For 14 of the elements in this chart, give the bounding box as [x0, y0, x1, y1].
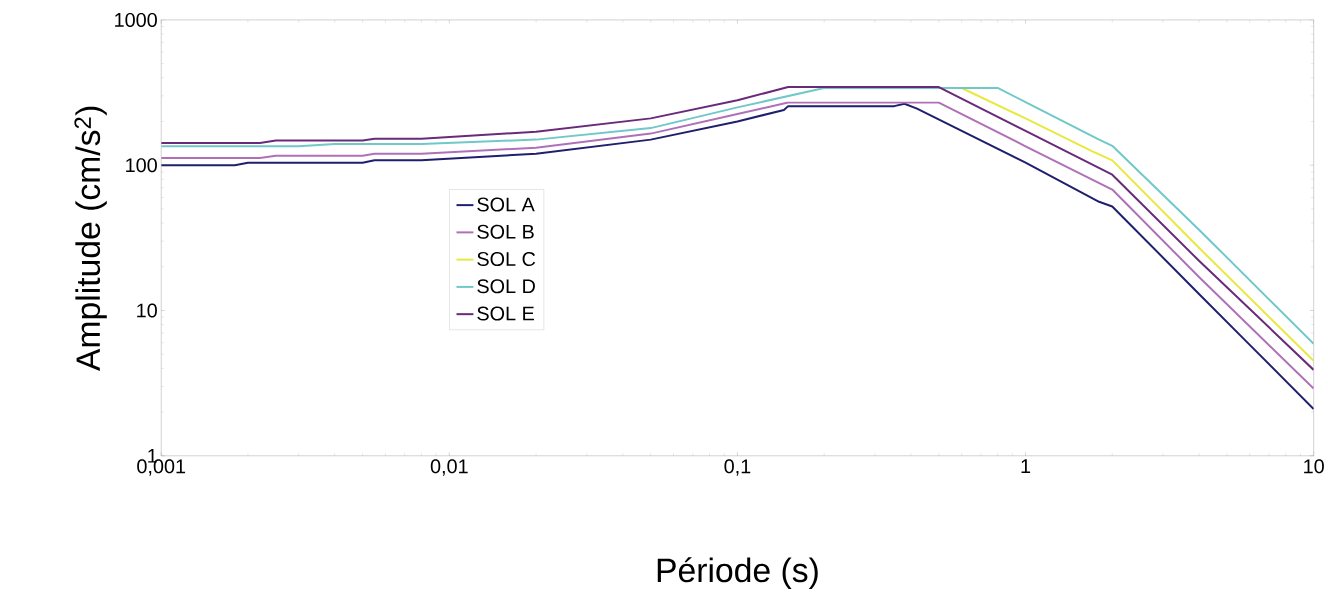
legend-label: SOL C [477, 251, 536, 266]
x-axis-title: Période (s) [657, 557, 818, 589]
legend-label: SOL D [477, 279, 535, 294]
y-tick-label: 100 [126, 158, 157, 173]
x-tick-label: 10 [1304, 459, 1324, 474]
legend-label: SOL B [477, 224, 534, 239]
y-axis-title: Amplitude (cm/s$^{2}$) [74, 106, 107, 372]
legend-label: SOL E [477, 306, 534, 321]
y-tick-label: 1000 [115, 12, 157, 27]
x-tick-label: 0,1 [724, 459, 751, 476]
legend-label: SOL A [477, 197, 535, 212]
y-tick-label: 10 [137, 303, 157, 318]
x-tick-label: 1 [1021, 459, 1031, 473]
x-tick-label: 0,01 [430, 459, 468, 476]
